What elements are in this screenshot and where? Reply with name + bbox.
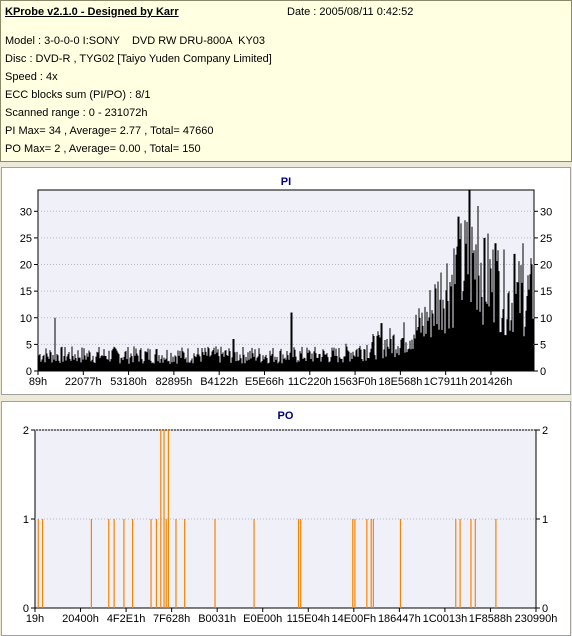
x-tick-label: 1C0013h xyxy=(423,613,468,625)
x-tick-label: 7F628h xyxy=(153,613,190,625)
chart-title: PI xyxy=(281,176,291,188)
x-tick-label: 115E04h xyxy=(287,613,330,625)
x-tick-label: 230990h xyxy=(515,613,558,625)
y-tick-label-right: 0 xyxy=(542,603,548,615)
pi-chart: PI 0 0 5 5 10 10 15 15 20 20 25 25 30 30 89h 22077h 53180… xyxy=(20,176,553,388)
y-tick-label-left: 0 xyxy=(26,366,32,378)
y-tick-label-left: 25 xyxy=(20,233,32,245)
info-panel: KProbe v2.1.0 - Designed by Karr Date : … xyxy=(0,0,572,162)
x-tick-label: 14E00Fh xyxy=(331,613,376,625)
x-tick-label: 1F8588h xyxy=(469,613,512,625)
model-line: Model : 3-0-0-0 I:SONY DVD RW DRU-800A K… xyxy=(5,35,266,47)
y-tick-label-right: 10 xyxy=(540,313,552,325)
y-tick-label-right: 5 xyxy=(540,339,546,351)
x-tick-label: 20400h xyxy=(62,613,99,625)
x-tick-label: 4F2E1h xyxy=(107,613,146,625)
x-tick-label: 22077h xyxy=(65,376,102,388)
x-tick-label: E5E66h xyxy=(245,376,284,388)
x-tick-label: 82895h xyxy=(156,376,193,388)
x-tick-label: 1563F0h xyxy=(333,376,376,388)
x-tick-label: 186447h xyxy=(378,613,421,625)
po-summary-line: PO Max= 2 , Average= 0.00 , Total= 150 xyxy=(5,143,201,155)
y-tick-label-right: 1 xyxy=(542,514,548,526)
y-tick-label-right: 2 xyxy=(542,425,548,437)
y-tick-label-left: 30 xyxy=(20,206,32,218)
y-tick-label-right: 15 xyxy=(540,286,552,298)
pi-summary-line: PI Max= 34 , Average= 2.77 , Total= 4766… xyxy=(5,125,214,137)
x-tick-label: 11C220h xyxy=(288,376,332,388)
y-tick-label-right: 30 xyxy=(540,206,552,218)
app-title: KProbe v2.1.0 - Designed by Karr xyxy=(5,6,179,18)
y-tick-label-right: 25 xyxy=(540,233,552,245)
y-tick-label-left: 10 xyxy=(20,313,32,325)
speed-line: Speed : 4x xyxy=(5,71,58,83)
y-tick-label-left: 1 xyxy=(23,514,29,526)
y-tick-label-left: 2 xyxy=(23,425,29,437)
chart-title: PO xyxy=(278,410,294,422)
po-chart-panel: PO 0 0 1 1 2 2 19h 20400h 4F2E1h 7F628h B0031h E0E00… xyxy=(1,401,571,636)
po-series xyxy=(37,430,497,608)
po-chart: PO 0 0 1 1 2 2 19h 20400h 4F2E1h 7F628h B0031h E0E00… xyxy=(23,410,558,625)
y-tick-label-left: 5 xyxy=(26,339,32,351)
x-tick-label: 19h xyxy=(26,613,44,625)
x-tick-label: B4122h xyxy=(200,376,238,388)
y-tick-label-left: 20 xyxy=(20,260,32,272)
x-tick-label: B0031h xyxy=(198,613,236,625)
range-line: Scanned range : 0 - 231072h xyxy=(5,107,148,119)
x-tick-label: 1C7911h xyxy=(424,376,468,388)
ecc-line: ECC blocks sum (PI/PO) : 8/1 xyxy=(5,89,151,101)
y-tick-label-left: 15 xyxy=(20,286,32,298)
pi-chart-panel: PI 0 0 5 5 10 10 15 15 20 20 25 25 30 30 89h 22077h 53180… xyxy=(1,167,571,395)
x-tick-label: 53180h xyxy=(110,376,147,388)
y-tick-label-left: 0 xyxy=(23,603,29,615)
disc-line: Disc : DVD-R , TYG02 [Taiyo Yuden Compan… xyxy=(5,53,272,65)
x-tick-label: E0E00h xyxy=(243,613,282,625)
scan-date: Date : 2005/08/11 0:42:52 xyxy=(287,6,414,18)
x-tick-label: 18E568h xyxy=(378,376,422,388)
x-tick-label: 89h xyxy=(29,376,47,388)
y-tick-label-right: 0 xyxy=(540,366,546,378)
y-tick-label-right: 20 xyxy=(540,260,552,272)
pi-series xyxy=(38,190,534,371)
x-tick-label: 201426h xyxy=(470,376,513,388)
